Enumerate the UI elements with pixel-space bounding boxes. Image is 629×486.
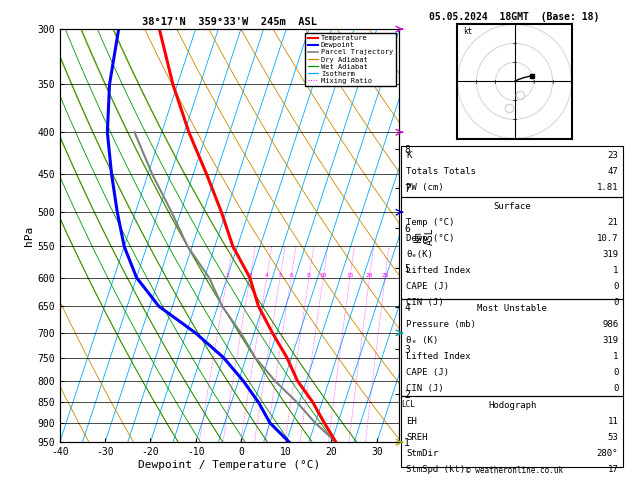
Text: 986: 986	[602, 320, 618, 329]
Text: Hodograph: Hodograph	[488, 401, 537, 410]
Text: StmDir: StmDir	[406, 449, 438, 458]
Text: CIN (J): CIN (J)	[406, 298, 444, 307]
Text: Lifted Index: Lifted Index	[406, 266, 471, 275]
Text: SREH: SREH	[406, 433, 428, 442]
Text: 3: 3	[248, 273, 252, 278]
Y-axis label: km
ASL: km ASL	[413, 227, 435, 244]
Text: 23: 23	[608, 151, 618, 160]
Text: 11: 11	[608, 417, 618, 426]
Text: 25: 25	[381, 273, 389, 278]
Text: PW (cm): PW (cm)	[406, 183, 444, 192]
Text: 10.7: 10.7	[597, 234, 618, 243]
Text: 15: 15	[346, 273, 353, 278]
Text: CAPE (J): CAPE (J)	[406, 282, 449, 291]
Bar	[401, 197, 623, 299]
Text: CAPE (J): CAPE (J)	[406, 368, 449, 377]
Text: 5: 5	[278, 273, 282, 278]
Legend: Temperature, Dewpoint, Parcel Trajectory, Dry Adiabat, Wet Adiabat, Isotherm, Mi: Temperature, Dewpoint, Parcel Trajectory…	[305, 33, 396, 87]
Text: 4: 4	[265, 273, 269, 278]
Text: Surface: Surface	[494, 202, 531, 211]
Text: Pressure (mb): Pressure (mb)	[406, 320, 476, 329]
Text: 2: 2	[225, 273, 229, 278]
Y-axis label: hPa: hPa	[25, 226, 35, 246]
Text: 10: 10	[320, 273, 327, 278]
Text: 21: 21	[608, 218, 618, 227]
Text: CIN (J): CIN (J)	[406, 384, 444, 393]
Text: StmSpd (kt): StmSpd (kt)	[406, 465, 465, 474]
Text: Most Unstable: Most Unstable	[477, 304, 547, 313]
Text: 0: 0	[613, 368, 618, 377]
Text: 0: 0	[613, 282, 618, 291]
Text: 1: 1	[613, 266, 618, 275]
Text: 319: 319	[602, 250, 618, 259]
Text: 1.81: 1.81	[597, 183, 618, 192]
Text: 319: 319	[602, 336, 618, 345]
Text: 1: 1	[613, 352, 618, 361]
Text: LCL: LCL	[401, 400, 415, 409]
Text: 8: 8	[307, 273, 311, 278]
X-axis label: Dewpoint / Temperature (°C): Dewpoint / Temperature (°C)	[138, 460, 321, 470]
Text: 05.05.2024  18GMT  (Base: 18): 05.05.2024 18GMT (Base: 18)	[430, 12, 599, 22]
Title: 38°17'N  359°33'W  245m  ASL: 38°17'N 359°33'W 245m ASL	[142, 17, 317, 27]
Text: 0: 0	[613, 384, 618, 393]
Text: © weatheronline.co.uk: © weatheronline.co.uk	[466, 466, 563, 475]
Text: 53: 53	[608, 433, 618, 442]
Text: 47: 47	[608, 167, 618, 176]
Text: 17: 17	[608, 465, 618, 474]
Text: θₑ (K): θₑ (K)	[406, 336, 438, 345]
Text: Dewp (°C): Dewp (°C)	[406, 234, 455, 243]
Text: Temp (°C): Temp (°C)	[406, 218, 455, 227]
Text: kt: kt	[463, 27, 472, 36]
Text: 6: 6	[289, 273, 293, 278]
Text: Lifted Index: Lifted Index	[406, 352, 471, 361]
Text: 280°: 280°	[597, 449, 618, 458]
Text: 0: 0	[613, 298, 618, 307]
Text: EH: EH	[406, 417, 417, 426]
Text: Totals Totals: Totals Totals	[406, 167, 476, 176]
Text: K: K	[406, 151, 412, 160]
Text: θₑ(K): θₑ(K)	[406, 250, 433, 259]
Bar	[401, 299, 623, 396]
Text: 20: 20	[366, 273, 373, 278]
Bar	[401, 146, 623, 197]
Bar	[401, 396, 623, 467]
